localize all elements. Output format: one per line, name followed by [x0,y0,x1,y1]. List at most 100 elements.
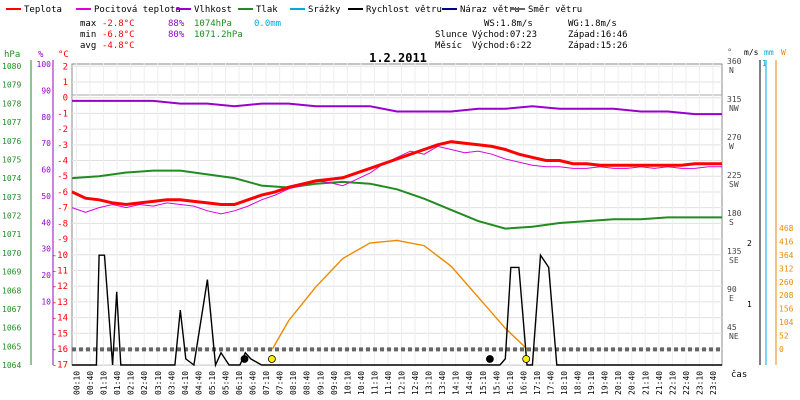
precip-tick-label: 1 [762,59,767,68]
direction-compass-label: W [729,142,734,151]
pressure-tick-label: 1067 [2,305,21,314]
temp-tick-label: -17 [52,361,68,371]
solar-tick-label: 156 [779,305,794,314]
solar-tick-label: 260 [779,278,794,287]
pressure-tick-label: 1078 [2,99,21,108]
humidity-tick-label: 80 [41,113,51,122]
avg-temp: -4.8°C [102,41,135,51]
time-tick-label: 05:40 [221,371,230,395]
pressure-tick-label: 1071 [2,230,21,239]
unit-w: W [781,48,786,57]
wind-tick-label: 2 [747,239,752,248]
time-tick-label: 22:10 [668,371,677,395]
temp-tick-label: -10 [52,251,68,261]
avg-label: avg [80,41,96,51]
time-tick-label: 15:40 [492,371,501,395]
max-temp: -2.8°C [102,19,135,29]
direction-tick-label: 315 [727,95,742,104]
time-tick-label: 11:10 [370,371,379,395]
solar-tick-label: 468 [779,224,794,233]
time-tick-label: 07:10 [262,371,271,395]
solar-tick-label: 312 [779,264,794,273]
temp-tick-label: -1 [57,109,68,119]
solar-tick-label: 208 [779,291,794,300]
temp-tick-label: -5 [57,172,68,182]
direction-tick-label: 360 [727,57,742,66]
unit-deg: ° [727,48,732,58]
time-tick-label: 00:10 [73,371,82,395]
left-axes: 210-1-2-3-4-5-6-7-8-9-10-11-12-13-14-15-… [2,60,68,371]
time-tick-label: 08:40 [303,371,312,395]
unit-ms: m/s [744,48,759,57]
solar-tick-label: 52 [779,332,789,341]
temp-tick-label: 1 [63,78,68,88]
time-tick-label: 23:10 [695,371,704,395]
temp-tick-label: -12 [52,282,68,292]
series-solar [271,239,528,350]
unit-hpa: hPa [4,50,20,60]
pressure-tick-label: 1065 [2,342,21,351]
direction-compass-label: S [729,218,734,227]
legend-label: Pocitová teplota [94,5,181,15]
temp-tick-label: -11 [52,266,68,276]
time-tick-label: 10:10 [343,371,352,395]
solar-tick-label: 364 [779,251,794,260]
time-tick-label: 17:10 [533,371,542,395]
solar-tick-label: 0 [779,345,784,354]
direction-tick-label: 90 [727,285,737,294]
direction-compass-label: SE [729,256,739,265]
time-tick-label: 21:10 [641,371,650,395]
time-tick-label: 10:40 [357,371,366,395]
direction-tick-label: 180 [727,209,742,218]
humidity-tick-label: 100 [37,60,52,69]
time-tick-label: 16:10 [506,371,515,395]
humidity-tick-label: 40 [41,218,51,227]
legend-label: Rychlost větru [366,5,442,15]
wind-tick-label: 1 [747,300,752,309]
min-humidity: 80% [168,30,185,40]
pressure-tick-label: 1077 [2,118,21,127]
moonset-marker [485,355,494,363]
sun-label: Slunce [435,30,468,40]
pressure-tick-label: 1066 [2,324,21,333]
humidity-tick-label: 60 [41,166,51,175]
max-label: max [80,19,97,29]
temp-tick-label: -13 [52,298,68,308]
time-tick-label: 12:10 [398,371,407,395]
time-tick-label: 12:40 [411,371,420,395]
pressure-tick-label: 1076 [2,137,21,146]
temp-tick-label: -7 [57,204,68,214]
time-tick-label: 13:40 [438,371,447,395]
direction-compass-label: SW [729,180,739,189]
series-pressure [71,169,722,230]
time-tick-label: 14:40 [465,371,474,395]
direction-compass-label: E [729,294,734,303]
pressure-tick-label: 1072 [2,212,21,221]
moonrise-time: Východ:6:22 [472,41,532,51]
pressure-tick-label: 1079 [2,81,21,90]
temp-tick-label: -9 [57,235,68,245]
sunrise-marker [267,355,276,363]
sunset-time: Západ:16:46 [568,30,628,40]
pressure-tick-label: 1073 [2,193,21,202]
humidity-tick-label: 90 [41,86,51,95]
legend-label: Tlak [256,5,278,15]
time-tick-label: 07:40 [276,371,285,395]
moonrise-marker [240,355,249,363]
wind-gust-info: WG:1.8m/s [568,19,617,29]
sunset-marker [522,355,531,363]
pressure-tick-label: 1064 [2,361,21,370]
time-tick-label: 20:40 [628,371,637,395]
pressure-tick-label: 1074 [2,174,21,183]
moon-label: Měsíc [435,41,462,51]
pressure-tick-label: 1080 [2,62,21,71]
time-tick-label: 06:40 [249,371,258,395]
min-label: min [80,30,96,40]
temp-tick-label: 2 [63,62,68,72]
legend: Teplota Pocitová teplota Vlhkost Tlak Srážky… [6,5,582,15]
direction-compass-label: N [729,66,734,75]
legend-label: Srážky [308,5,341,15]
time-tick-label: 04:10 [181,371,190,395]
temp-tick-label: -15 [52,329,68,339]
